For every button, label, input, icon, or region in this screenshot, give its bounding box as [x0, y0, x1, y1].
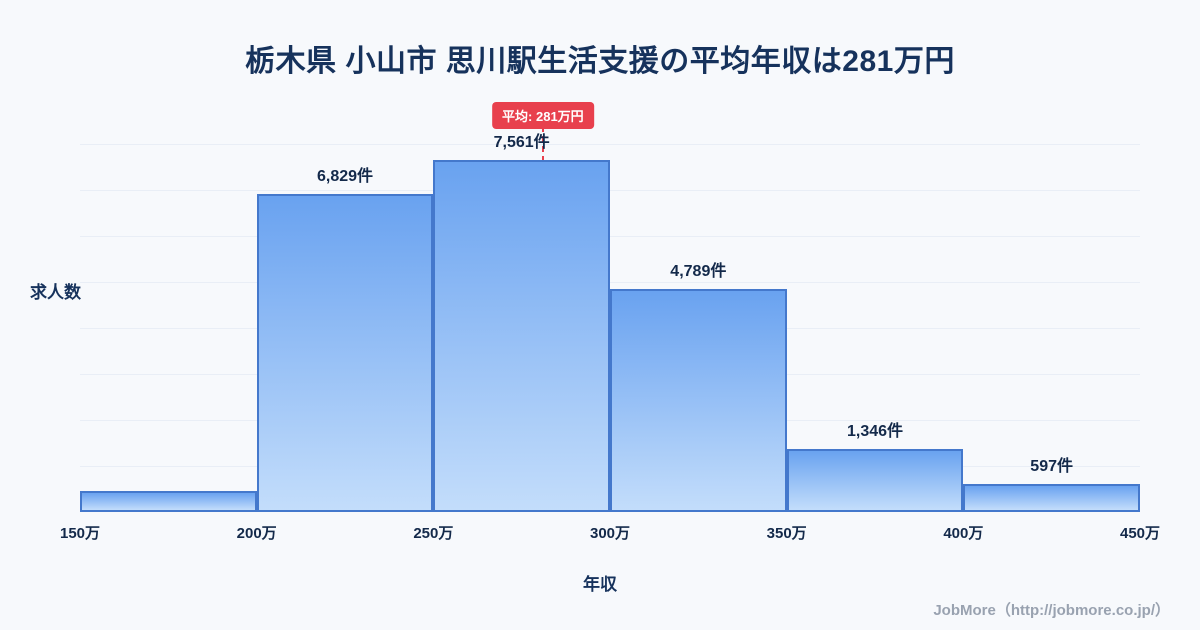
- footer-credit: JobMore（http://jobmore.co.jp/）: [933, 602, 1170, 619]
- bar-value-label: 4,789件: [670, 263, 727, 280]
- x-axis-ticks: 150万 200万 250万 300万 350万 400万 450万: [60, 522, 1160, 542]
- histogram-bar: [786, 449, 964, 512]
- plot-area: 平均: 281万円 6,829件 7,561件 4,789件 1,346件 597件: [80, 100, 1140, 512]
- x-tick-label: 450万: [1119, 525, 1161, 542]
- bar-value-label: 1,346件: [846, 423, 904, 440]
- x-tick-label: 350万: [766, 525, 807, 542]
- x-tick-label: 300万: [589, 525, 631, 542]
- chart-title: 栃木県 小山市 思川駅生活支援の平均年収は281万円: [245, 45, 955, 78]
- histogram-bar: [433, 160, 610, 512]
- x-tick-label: 250万: [413, 525, 454, 542]
- bar-value-label: 597件: [1030, 458, 1074, 475]
- x-tick-label: 400万: [943, 525, 984, 542]
- x-tick-label: 200万: [236, 525, 277, 542]
- histogram-bar: [963, 484, 1140, 512]
- bar-value-label: 6,829件: [316, 168, 374, 185]
- y-axis-label: 求人数: [30, 283, 81, 302]
- x-tick-label: 150万: [59, 525, 101, 542]
- histogram-bar: [256, 194, 434, 512]
- x-axis-label: 年収: [583, 575, 617, 594]
- average-badge: 平均: 281万円: [492, 102, 594, 129]
- histogram-bar: [610, 289, 787, 512]
- histogram-bar: [80, 491, 257, 512]
- bar-value-label: 7,561件: [493, 134, 550, 151]
